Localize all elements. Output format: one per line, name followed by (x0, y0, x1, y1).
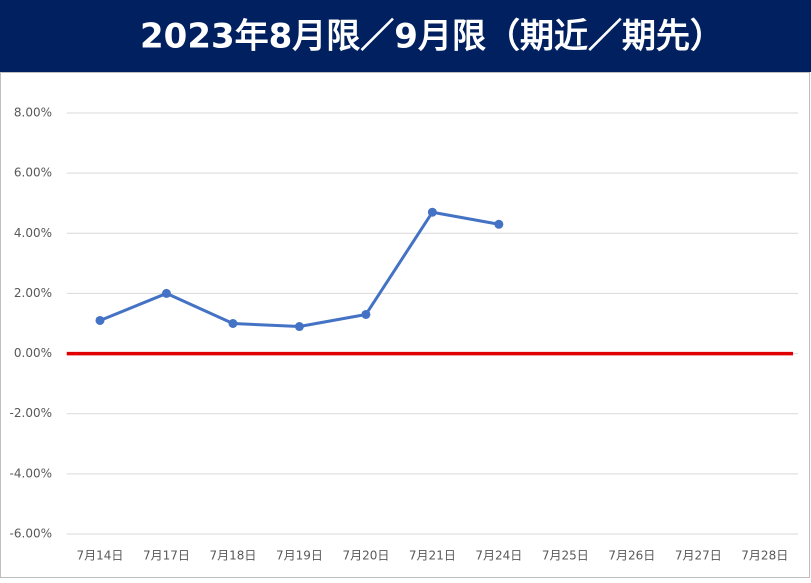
x-tick-label: 7月21日 (409, 549, 456, 563)
x-tick-label: 7月19日 (276, 549, 323, 563)
series-line (99, 210, 500, 329)
x-tick-label: 7月25日 (542, 549, 589, 563)
x-tick-label: 7月20日 (342, 549, 389, 563)
x-tick-label: 7月18日 (209, 549, 256, 563)
title-bar (0, 0, 811, 72)
data-point (361, 309, 371, 319)
y-tick-label: 4.00% (14, 226, 52, 240)
data-point (161, 288, 171, 298)
data-point (95, 315, 105, 325)
chart-title: 2023年8月限／9月限（期近／期先） (140, 17, 724, 57)
data-point (294, 322, 304, 332)
x-tick-label: 7月17日 (143, 549, 190, 563)
data-point (427, 207, 437, 217)
y-tick-label: 2.00% (14, 286, 52, 300)
y-tick-label: -4.00% (10, 466, 52, 480)
x-tick-label: 7月14日 (77, 549, 124, 563)
y-tick-label: 6.00% (14, 166, 52, 180)
data-point (228, 319, 238, 328)
y-tick-label: 8.00% (14, 106, 52, 120)
x-tick-label: 7月27日 (675, 549, 722, 563)
y-tick-label: 0.00% (14, 346, 52, 360)
x-tick-label: 7月24日 (475, 549, 522, 563)
y-tick-label: -6.00% (10, 527, 52, 541)
data-point (494, 219, 504, 229)
x-tick-label: 7月26日 (608, 549, 655, 563)
y-tick-label: -2.00% (10, 406, 52, 420)
chart-border (0, 72, 810, 578)
x-tick-label: 7月28日 (741, 549, 788, 563)
